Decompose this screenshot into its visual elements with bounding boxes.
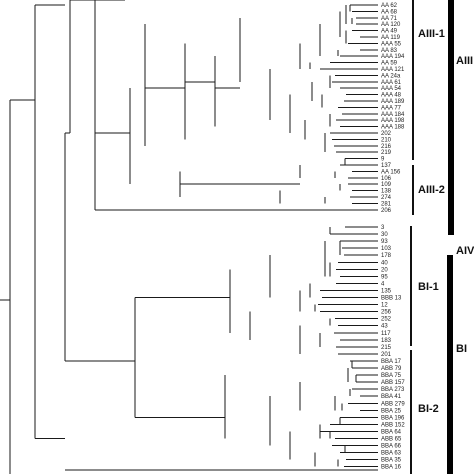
bracket-bi1: [410, 226, 412, 346]
group-label-bi2: BI-2: [418, 403, 439, 415]
leaf-label: 256: [381, 310, 392, 316]
leaf-label: AAA 121: [381, 67, 405, 73]
leaf-label: AAA 61: [381, 80, 402, 86]
leaf-label: 4: [381, 281, 385, 287]
leaf-label: 210: [381, 137, 392, 143]
leaf-label: BBA 64: [381, 429, 402, 435]
leaf-label: 215: [381, 345, 392, 351]
bracket-bi: [447, 255, 453, 474]
leaf-label: 206: [381, 208, 392, 214]
leaf-label: 252: [381, 317, 392, 323]
leaf-label: AA 119: [381, 35, 401, 41]
leaf-label: 109: [381, 182, 392, 188]
leaf-label: BBA 17: [381, 359, 402, 365]
leaf-label: ABB 152: [381, 422, 405, 428]
group-label-bi1: BI-1: [418, 281, 439, 293]
group-label-bi: BI: [456, 343, 467, 355]
leaf-label: 274: [381, 195, 392, 201]
tree-branches: [0, 0, 378, 474]
leaf-label: BBB 13: [381, 296, 402, 302]
bracket-aiii: [448, 0, 454, 235]
leaf-label: 178: [381, 253, 392, 259]
leaf-label: 138: [381, 189, 392, 195]
leaf-label: 281: [381, 201, 392, 207]
leaf-label: AAA 55: [381, 41, 402, 47]
leaf-label: 183: [381, 338, 392, 344]
leaf-label: 9: [381, 157, 385, 163]
leaf-label: 93: [381, 239, 388, 245]
leaf-label: AAA 77: [381, 105, 402, 111]
leaf-label: BBA 35: [381, 458, 402, 464]
leaf-label: 137: [381, 163, 392, 169]
leaf-label: BBA 41: [381, 394, 402, 400]
leaf-label: 106: [381, 176, 392, 182]
bracket-aiii1: [412, 0, 414, 160]
leaf-label: AAA 48: [381, 93, 402, 99]
leaf-label: 135: [381, 288, 392, 294]
leaf-label: 117: [381, 331, 391, 337]
leaf-label: 12: [381, 303, 388, 309]
leaf-label: AA 68: [381, 9, 398, 15]
leaf-label: BBA 66: [381, 444, 402, 450]
leaf-label: AAA 188: [381, 125, 405, 131]
leaf-label: BBA 196: [381, 415, 405, 421]
leaf-label: 30: [381, 232, 388, 238]
leaf-label: AA 83: [381, 48, 398, 54]
leaf-label: AA 59: [381, 61, 398, 67]
leaf-label: AAA 184: [381, 112, 405, 118]
leaf-label: ABB 65: [381, 437, 402, 443]
leaf-label: AA 156: [381, 169, 401, 175]
leaf-label: ABB 279: [381, 401, 405, 407]
leaf-label: BBA 273: [381, 387, 405, 393]
group-label-aiv: AIV: [456, 245, 474, 257]
leaf-label: ABB 79: [381, 366, 402, 372]
group-label-aiii1: AIII-1: [418, 28, 445, 40]
leaf-label: AAA 198: [381, 118, 405, 124]
leaf-label: AA 24a: [381, 73, 401, 79]
group-label-aiii: AIII: [456, 55, 473, 67]
leaf-label: 103: [381, 246, 392, 252]
leaf-label: 40: [381, 260, 388, 266]
bracket-aiii2: [412, 165, 414, 215]
leaf-label: 216: [381, 144, 392, 150]
leaf-label: 219: [381, 150, 392, 156]
leaf-label: 43: [381, 324, 388, 330]
leaf-label: AAA 189: [381, 99, 405, 105]
leaf-label: 95: [381, 274, 388, 280]
leaf-label: BBA 16: [381, 465, 402, 471]
leaf-label: AA 71: [381, 16, 398, 22]
leaf-label: AA 62: [381, 3, 398, 9]
leaf-label: AA 49: [381, 29, 398, 35]
leaf-label: 202: [381, 131, 392, 137]
leaf-label: 3: [381, 225, 385, 231]
bracket-bi2: [410, 350, 412, 474]
leaf-label: BBA 75: [381, 373, 402, 379]
group-label-aiii2: AIII-2: [418, 184, 445, 196]
leaf-label: ABB 157: [381, 380, 405, 386]
leaf-label: 201: [381, 352, 392, 358]
leaf-label: AAA 194: [381, 54, 405, 60]
leaf-label: 20: [381, 267, 388, 273]
leaf-label: BBA 63: [381, 451, 402, 457]
leaf-label: BBA 25: [381, 408, 402, 414]
leaf-label: AA 120: [381, 22, 401, 28]
leaf-label: AAA 54: [381, 86, 402, 92]
